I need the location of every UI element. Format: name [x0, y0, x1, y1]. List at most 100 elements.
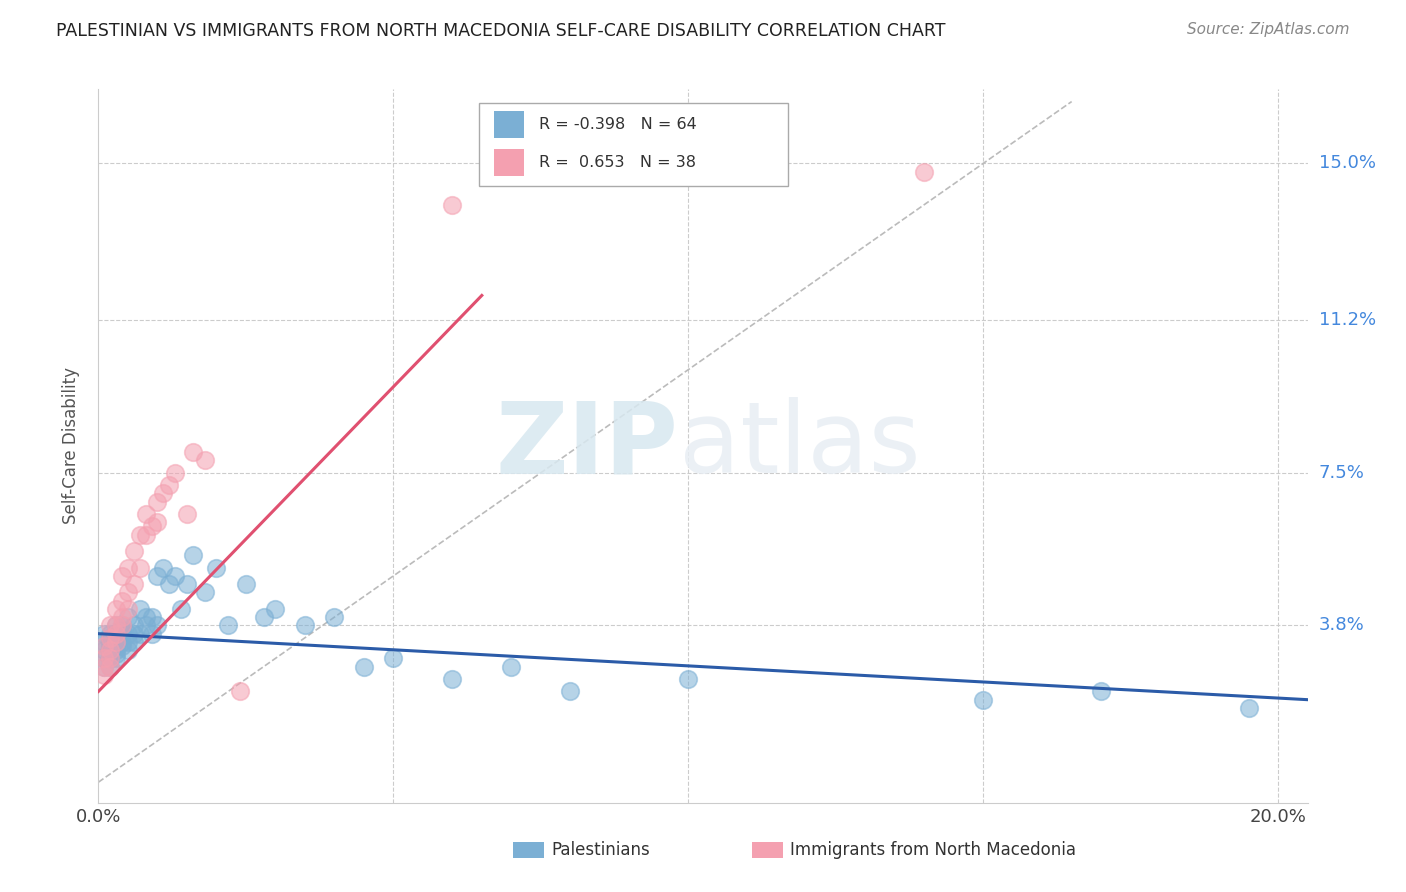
- Point: [93, 651, 115, 665]
- Point: [98, 635, 121, 649]
- Point: [252, 610, 274, 624]
- Point: [98, 631, 121, 645]
- Point: [93, 659, 115, 673]
- Point: [122, 618, 145, 632]
- Point: [217, 618, 239, 632]
- Point: [353, 659, 375, 673]
- FancyBboxPatch shape: [494, 111, 524, 138]
- Point: [111, 626, 134, 640]
- Point: [152, 486, 174, 500]
- Point: [98, 651, 121, 665]
- Point: [678, 672, 700, 686]
- Point: [117, 635, 139, 649]
- Point: [157, 577, 180, 591]
- Point: [111, 618, 134, 632]
- Text: Palestinians: Palestinians: [551, 841, 650, 859]
- Point: [912, 164, 935, 178]
- Point: [165, 569, 187, 583]
- Point: [441, 672, 464, 686]
- Point: [105, 639, 128, 653]
- Point: [98, 651, 121, 665]
- Text: Immigrants from North Macedonia: Immigrants from North Macedonia: [790, 841, 1076, 859]
- Point: [117, 602, 139, 616]
- Text: atlas: atlas: [679, 398, 921, 494]
- Point: [117, 610, 139, 624]
- Point: [111, 593, 134, 607]
- Point: [98, 659, 121, 673]
- Text: 3.8%: 3.8%: [1319, 616, 1364, 634]
- Point: [117, 585, 139, 599]
- Point: [111, 569, 134, 583]
- FancyBboxPatch shape: [479, 103, 787, 186]
- Point: [122, 626, 145, 640]
- Point: [111, 618, 134, 632]
- Point: [146, 494, 169, 508]
- Point: [141, 610, 163, 624]
- Point: [122, 544, 145, 558]
- Text: PALESTINIAN VS IMMIGRANTS FROM NORTH MACEDONIA SELF-CARE DISABILITY CORRELATION : PALESTINIAN VS IMMIGRANTS FROM NORTH MAC…: [56, 22, 946, 40]
- Point: [146, 569, 169, 583]
- Point: [128, 602, 150, 616]
- Point: [93, 639, 115, 653]
- Point: [98, 631, 121, 645]
- Point: [135, 618, 157, 632]
- Point: [194, 453, 217, 467]
- Point: [1090, 684, 1112, 698]
- Point: [141, 519, 163, 533]
- Point: [122, 635, 145, 649]
- Point: [141, 626, 163, 640]
- Point: [264, 602, 287, 616]
- Point: [93, 643, 115, 657]
- Point: [323, 610, 346, 624]
- Point: [135, 507, 157, 521]
- Point: [105, 635, 128, 649]
- Point: [111, 610, 134, 624]
- Text: ZIP: ZIP: [496, 398, 679, 494]
- Point: [128, 560, 150, 574]
- Point: [146, 618, 169, 632]
- Point: [98, 659, 121, 673]
- Point: [441, 197, 464, 211]
- Point: [157, 478, 180, 492]
- Point: [165, 466, 187, 480]
- Point: [105, 626, 128, 640]
- Point: [117, 626, 139, 640]
- Point: [105, 618, 128, 632]
- Point: [93, 651, 115, 665]
- Point: [294, 618, 316, 632]
- Point: [382, 651, 405, 665]
- Point: [105, 626, 128, 640]
- Point: [93, 668, 115, 682]
- Point: [93, 626, 115, 640]
- Point: [98, 643, 121, 657]
- Point: [117, 643, 139, 657]
- Point: [135, 527, 157, 541]
- Point: [105, 648, 128, 662]
- FancyBboxPatch shape: [494, 149, 524, 176]
- Point: [111, 639, 134, 653]
- Point: [105, 651, 128, 665]
- Point: [98, 643, 121, 657]
- Point: [98, 618, 121, 632]
- Point: [176, 577, 198, 591]
- Y-axis label: Self-Care Disability: Self-Care Disability: [62, 368, 80, 524]
- Point: [111, 635, 134, 649]
- Point: [105, 626, 128, 640]
- Point: [105, 643, 128, 657]
- Point: [501, 659, 523, 673]
- Point: [105, 618, 128, 632]
- Point: [176, 507, 198, 521]
- Point: [181, 445, 204, 459]
- Point: [205, 560, 228, 574]
- Point: [1237, 701, 1260, 715]
- Text: 11.2%: 11.2%: [1319, 311, 1376, 329]
- Text: R =  0.653   N = 38: R = 0.653 N = 38: [538, 154, 696, 169]
- Point: [170, 602, 193, 616]
- Point: [181, 549, 204, 563]
- Point: [98, 639, 121, 653]
- Text: Source: ZipAtlas.com: Source: ZipAtlas.com: [1187, 22, 1350, 37]
- Point: [117, 560, 139, 574]
- Point: [194, 585, 217, 599]
- Text: R = -0.398   N = 64: R = -0.398 N = 64: [538, 117, 696, 132]
- Point: [105, 635, 128, 649]
